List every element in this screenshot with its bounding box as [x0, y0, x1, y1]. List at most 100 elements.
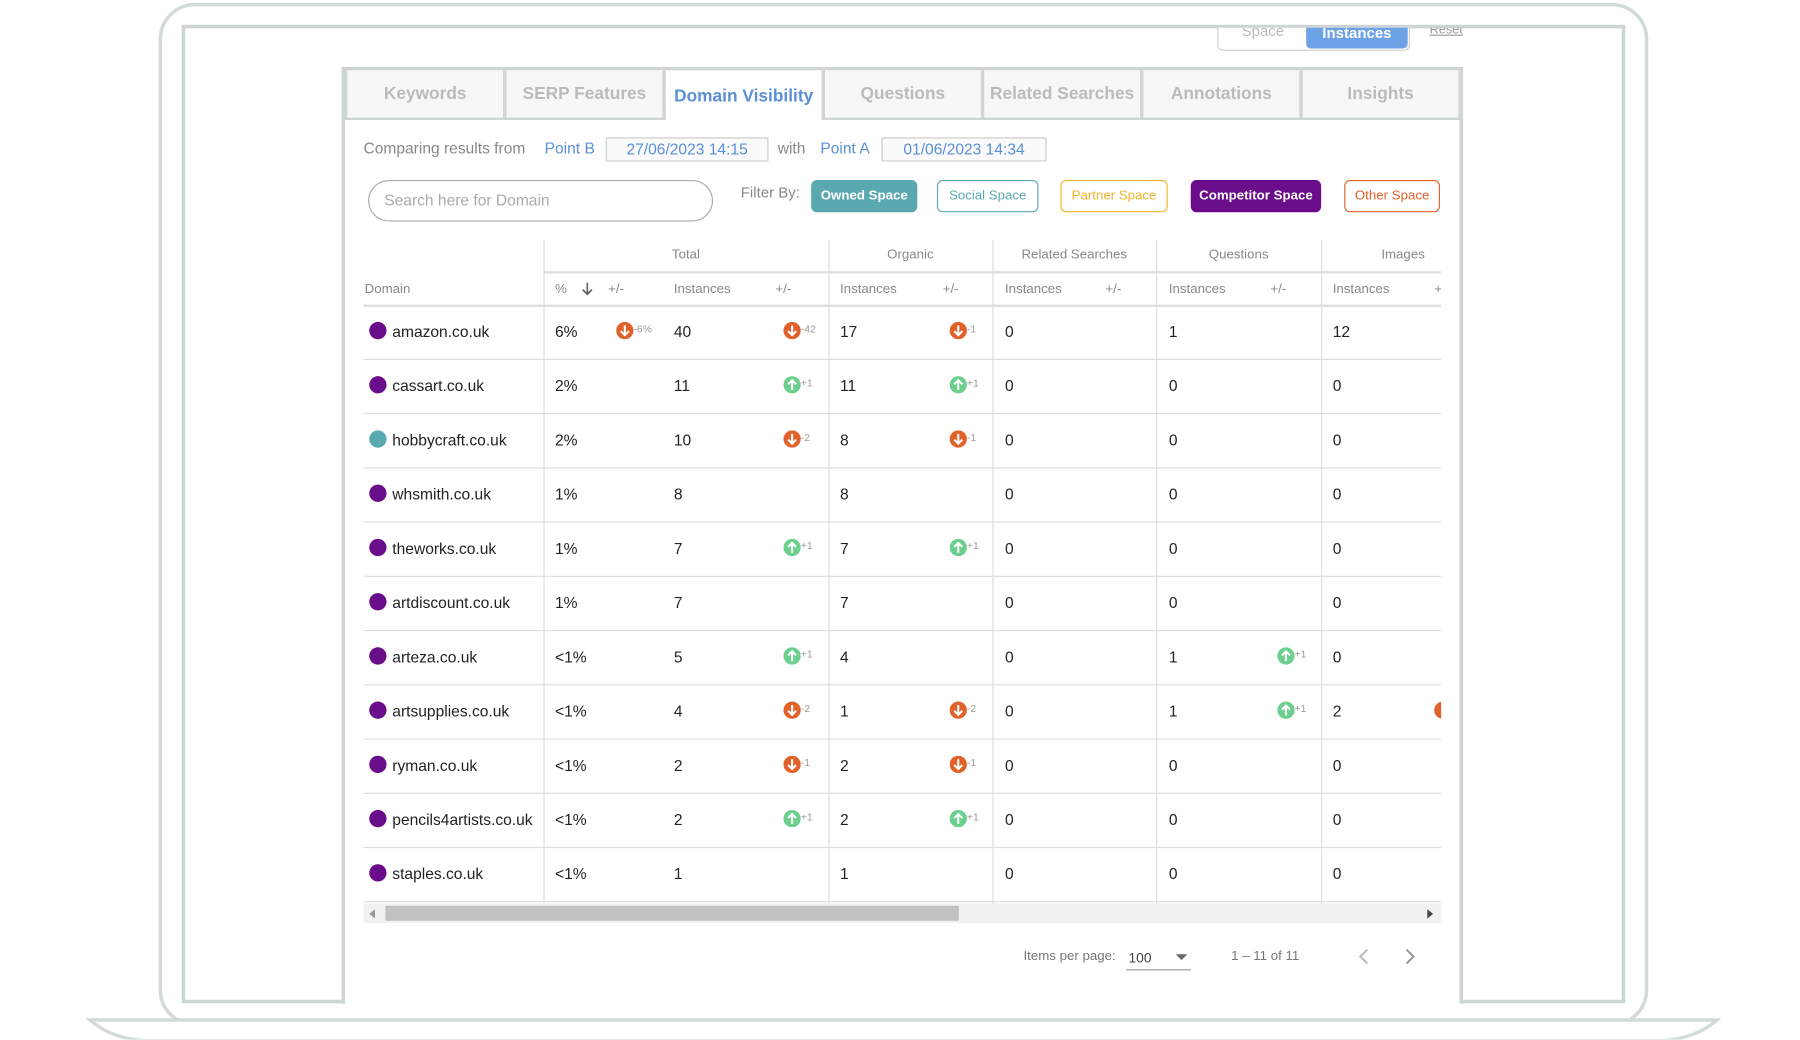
table-row: hobbycraft.co.uk 2% 10 -2 8 -1 0 0 0 — [363, 414, 1442, 469]
dropdown-caret — [1175, 954, 1188, 960]
cell-value: 0 — [1332, 377, 1342, 395]
domain-name: amazon.co.uk — [392, 323, 490, 341]
change-label: -2 — [966, 702, 977, 715]
filter-button[interactable]: Partner Space — [1060, 179, 1168, 213]
space-dot — [369, 647, 387, 665]
tab[interactable]: Keywords — [344, 70, 506, 120]
cell-value: 2 — [839, 811, 849, 829]
point-a: Point A — [820, 139, 870, 157]
cell-value: 0 — [1332, 594, 1342, 612]
date-a[interactable]: 01/06/2023 14:34 — [881, 137, 1047, 162]
cell-value: 0 — [1332, 865, 1342, 883]
toggle-instances[interactable]: Instances — [1306, 27, 1408, 49]
column-header: +/- — [775, 282, 792, 297]
tab[interactable]: Insights — [1300, 70, 1461, 120]
search-input[interactable]: Search here for Domain — [368, 179, 714, 222]
cell-value: 8 — [839, 485, 849, 504]
cell-value: 1% — [554, 485, 578, 504]
page-size-value: 100 — [1128, 949, 1152, 966]
column-border — [543, 239, 545, 904]
table-row: artsupplies.co.uk <1% 4 -2 1 -2 0 1 +1 2 — [363, 685, 1442, 740]
tab[interactable]: Domain Visibility — [663, 70, 824, 120]
space-dot — [369, 484, 387, 502]
change-icon — [1277, 647, 1295, 665]
filter-button[interactable]: Other Space — [1344, 179, 1440, 213]
column-border — [828, 239, 830, 904]
change-label: -1 — [800, 756, 811, 769]
table-row: artdiscount.co.uk 1% 7 7 0 0 0 — [363, 577, 1442, 632]
tab[interactable]: Questions — [822, 70, 984, 120]
date-b[interactable]: 27/06/2023 14:15 — [605, 137, 769, 162]
table: Total Organic Related Searches Questions Ima… — [363, 239, 1442, 904]
change-icon — [616, 321, 634, 340]
table-row: cassart.co.uk 2% 11 +1 11 +1 0 0 0 — [363, 360, 1442, 415]
cell-value: 7 — [839, 539, 849, 558]
change-icon — [783, 376, 801, 394]
change-icon — [783, 321, 801, 340]
change-label: +1 — [800, 377, 813, 389]
column-header: Instances — [673, 282, 731, 297]
scroll-thumb[interactable] — [385, 905, 959, 921]
filter-button[interactable]: Social Space — [936, 179, 1039, 213]
change-icon — [949, 430, 967, 448]
change-label: +1 — [800, 539, 813, 552]
change-icon — [949, 809, 967, 828]
scroll-right[interactable] — [1427, 909, 1434, 919]
tab[interactable]: SERP Features — [504, 70, 665, 120]
change-label: +1 — [1294, 648, 1307, 660]
change-label: -1 — [966, 756, 977, 769]
change-icon — [949, 538, 967, 557]
cell-value: 0 — [1332, 811, 1342, 829]
cell-value: 0 — [1004, 485, 1014, 504]
group-header: Organic — [887, 248, 934, 262]
cell-value: 0 — [1332, 539, 1342, 558]
group-header: Related Searches — [1021, 248, 1127, 262]
cell-value: 2 — [673, 811, 683, 829]
change-label: +1 — [966, 377, 979, 389]
cell-value: 0 — [1332, 431, 1342, 449]
column-header: + — [1434, 283, 1441, 297]
cell-value: 8 — [839, 431, 849, 449]
cell-value: 8 — [673, 485, 683, 504]
cell-value: 0 — [1332, 756, 1342, 775]
filter-label: Filter By: — [740, 183, 800, 201]
toggle-space[interactable]: Space — [1241, 27, 1285, 40]
cell-value: 6% — [554, 323, 578, 341]
column-header: Instances — [839, 282, 897, 297]
scroll-left[interactable] — [369, 909, 375, 919]
filter-button[interactable]: Owned Space — [811, 179, 918, 213]
cell-value: 2 — [1332, 702, 1342, 720]
scrollbar[interactable] — [363, 903, 1442, 924]
change-icon — [1434, 701, 1442, 719]
compare-label: Comparing results from — [363, 139, 526, 157]
cell-value: 0 — [1168, 811, 1178, 829]
cell-value: 0 — [1168, 594, 1178, 612]
column-header: Instances — [1168, 282, 1226, 297]
filter-button[interactable]: Competitor Space — [1190, 179, 1322, 213]
next-page[interactable] — [1400, 947, 1418, 965]
tab[interactable]: Annotations — [1141, 70, 1302, 120]
domain-name: ryman.co.uk — [392, 756, 478, 775]
cell-value: 0 — [1168, 431, 1178, 449]
change-icon — [949, 755, 967, 774]
cell-value: 1 — [839, 702, 849, 720]
column-border — [992, 239, 994, 904]
cell-value: 0 — [1004, 811, 1014, 829]
cell-value: 0 — [1168, 539, 1178, 558]
column-border — [1156, 239, 1158, 904]
column-header[interactable]: % — [554, 282, 567, 297]
cell-value: 1 — [673, 865, 683, 883]
page-size-select[interactable]: 100 — [1126, 945, 1191, 971]
reset-link[interactable]: Reset — [1429, 27, 1463, 37]
change-label: +1 — [800, 648, 813, 660]
cell-value: 2% — [554, 377, 578, 395]
tab[interactable]: Related Searches — [981, 70, 1143, 120]
space-dot — [369, 593, 387, 611]
change-icon — [783, 809, 801, 828]
prev-page[interactable] — [1356, 947, 1374, 965]
change-label: -6% — [633, 323, 652, 335]
cell-value: 0 — [1004, 756, 1014, 775]
cell-value: <1% — [554, 756, 587, 775]
table-row: amazon.co.uk 6% -6% 40 -42 17 -1 0 1 12 — [363, 306, 1442, 360]
